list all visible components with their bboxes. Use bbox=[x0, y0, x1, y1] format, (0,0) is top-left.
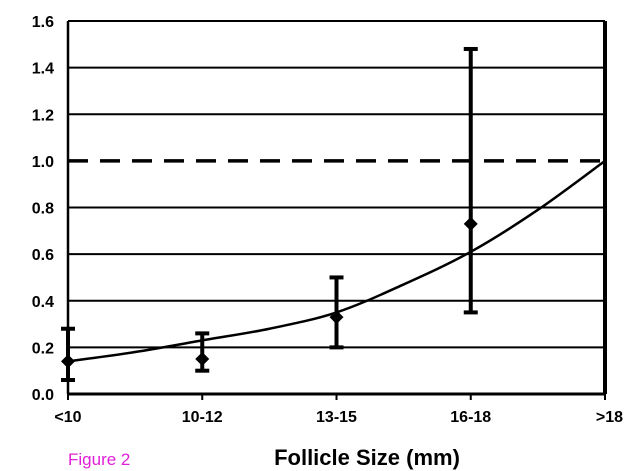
figure-caption: Figure 2 bbox=[68, 450, 130, 469]
x-axis-label: Follicle Size (mm) bbox=[274, 445, 460, 470]
x-tick-labels: <10 10-12 13-15 16-18 >18 bbox=[54, 409, 623, 426]
data-point-2 bbox=[329, 310, 344, 325]
x-tick-0: <10 bbox=[54, 409, 81, 426]
error-bar-3 bbox=[463, 46, 478, 315]
axes bbox=[66, 21, 607, 400]
x-tick-2: 13-15 bbox=[316, 409, 357, 426]
error-bars bbox=[61, 46, 478, 383]
y-tick-0.0: 0.0 bbox=[32, 387, 54, 404]
y-tick-1.4: 1.4 bbox=[32, 61, 54, 78]
data-points bbox=[61, 216, 478, 369]
y-tick-0.8: 0.8 bbox=[32, 201, 54, 218]
y-tick-labels: 0.0 0.2 0.4 0.6 0.8 1.0 1.2 1.4 1.6 bbox=[32, 14, 54, 404]
x-tick-4: >18 bbox=[596, 409, 623, 426]
y-tick-0.4: 0.4 bbox=[32, 294, 54, 311]
y-tick-1.0: 1.0 bbox=[32, 154, 54, 171]
y-tick-0.2: 0.2 bbox=[32, 340, 54, 357]
x-tick-3: 16-18 bbox=[450, 409, 491, 426]
y-tick-1.2: 1.2 bbox=[32, 107, 54, 124]
data-point-0 bbox=[61, 354, 75, 369]
data-point-3 bbox=[463, 216, 478, 231]
data-point-1 bbox=[195, 352, 210, 367]
y-tick-1.6: 1.6 bbox=[32, 14, 54, 31]
y-tick-0.6: 0.6 bbox=[32, 247, 54, 264]
x-tick-1: 10-12 bbox=[182, 409, 223, 426]
grid-lines bbox=[68, 20, 605, 349]
